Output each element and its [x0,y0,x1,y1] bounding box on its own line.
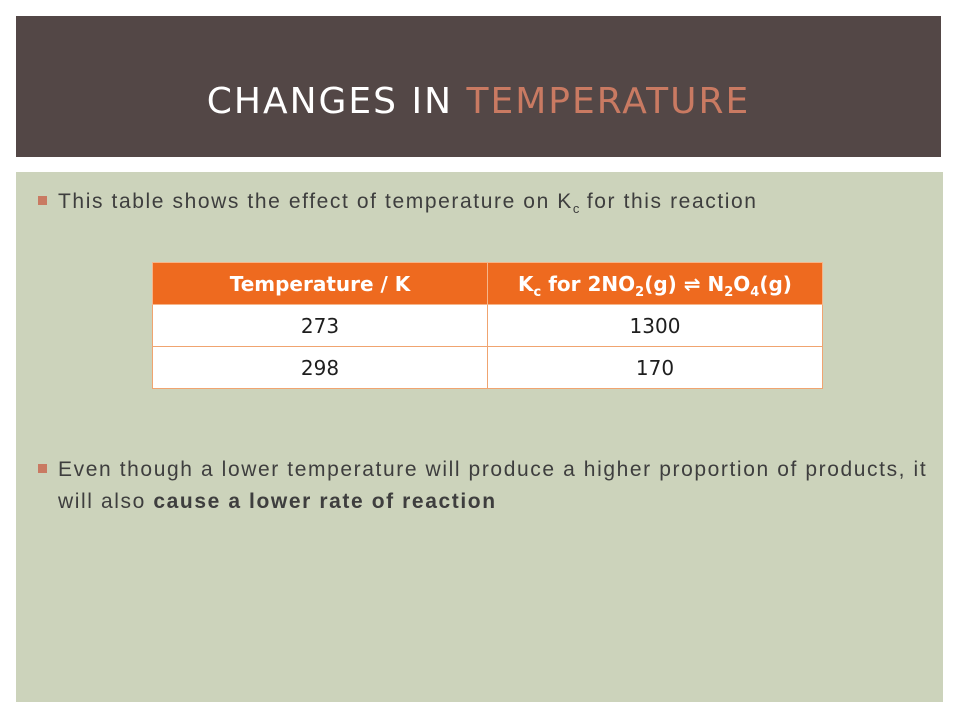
bullet-text-plain: Even though a lower temperature will pro… [58,458,928,513]
header-for: for 2NO [541,271,636,296]
bullet-text: Even though a lower temperature will pro… [58,454,928,518]
bullet-text-bold: cause a lower rate of reaction [153,490,497,513]
bullet-table-intro: This table shows the effect of temperatu… [38,186,938,220]
title-bar: CHANGES IN TEMPERATURE [16,16,941,157]
slide-title: CHANGES IN TEMPERATURE [207,81,750,122]
kc-temperature-table: Temperature / K Kc for 2NO2(g) ⇌ N2O4(g)… [152,262,823,389]
header-end: (g) [759,271,792,296]
bullet-text-after: for this reaction [579,190,758,213]
table-row: 273 1300 [152,304,823,347]
content-area: This table shows the effect of temperatu… [16,172,943,702]
table-header-row: Temperature / K Kc for 2NO2(g) ⇌ N2O4(g) [152,262,823,305]
cell-temperature: 298 [152,346,488,389]
table-row: 298 170 [152,346,823,389]
square-bullet-icon [38,196,47,205]
bullet-text-before: This table shows the effect of temperatu… [58,190,573,213]
kc-subscript: c [572,201,580,216]
header-mid: (g) ⇌ N [644,271,725,296]
header-temperature: Temperature / K [152,262,488,305]
title-accent: TEMPERATURE [466,81,751,122]
header-no2-sub: 2 [635,284,645,300]
title-main: CHANGES IN [206,81,467,122]
header-o-sub: 4 [750,284,760,300]
header-k-sub: c [533,284,542,300]
header-o: O [733,271,751,296]
header-kc: Kc for 2NO2(g) ⇌ N2O4(g) [487,262,823,305]
header-k: K [518,271,534,296]
cell-kc: 1300 [487,304,823,347]
cell-temperature: 273 [152,304,488,347]
header-temperature-label: Temperature / K [229,271,411,296]
cell-kc: 170 [487,346,823,389]
bullet-text: This table shows the effect of temperatu… [58,186,758,220]
bullet-rate-note: Even though a lower temperature will pro… [38,454,928,518]
square-bullet-icon [38,464,47,473]
header-n-sub: 2 [724,284,734,300]
